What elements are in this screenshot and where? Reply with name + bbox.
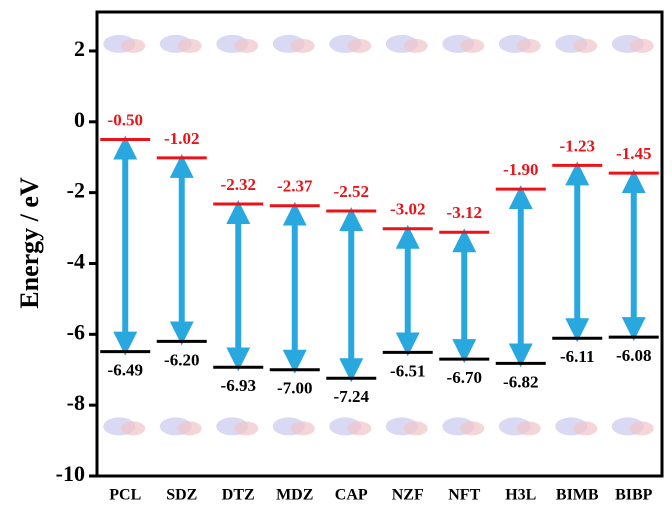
y-tick-label: -2 [67,178,85,203]
orbital-image [629,38,654,53]
orbital-image [177,421,202,436]
homo-label: -7.24 [334,387,370,406]
orbital-image [121,38,146,53]
lumo-label: -3.02 [390,200,425,219]
lumo-label: -1.23 [560,136,595,155]
orbital-image [234,421,259,436]
y-tick-label: -8 [67,390,85,415]
orbital-image [516,38,541,53]
orbital-image [290,421,315,436]
orbital-image [573,38,598,53]
lumo-label: -0.50 [108,110,143,129]
homo-label: -6.51 [390,361,425,380]
y-tick-label: 2 [74,36,85,61]
orbital-image [121,421,146,436]
homo-label: -6.49 [108,361,143,380]
lumo-label: -1.02 [164,129,199,148]
lumo-label: -2.52 [334,182,369,201]
lumo-label: -1.90 [503,160,538,179]
lumo-label: -1.45 [616,144,651,163]
orbital-image [347,38,372,53]
orbital-image [403,421,428,436]
homo-label: -6.93 [221,376,256,395]
orbital-image [347,421,372,436]
orbital-image [516,421,541,436]
x-tick-label: CAP [335,487,368,504]
orbital-image [177,38,202,53]
homo-label: -6.70 [447,368,482,387]
orbital-image [629,421,654,436]
homo-label: -6.20 [164,350,199,369]
x-tick-label: BIMB [556,487,599,504]
x-tick-label: NFT [448,487,480,504]
y-tick-label: -10 [56,461,85,486]
homo-label: -6.82 [503,372,538,391]
orbital-image [403,38,428,53]
y-tick-label: -6 [67,319,85,344]
x-tick-label: BIBP [615,487,653,504]
homo-label: -6.11 [560,347,594,366]
x-tick-label: MDZ [276,487,313,504]
lumo-label: -2.37 [277,177,313,196]
orbital-image [573,421,598,436]
homo-label: -6.08 [616,346,651,365]
x-tick-label: PCL [109,487,141,504]
y-tick-label: -4 [67,249,85,274]
orbital-image [460,421,485,436]
orbital-image [234,38,259,53]
homo-label: -7.00 [277,379,312,398]
lumo-label: -3.12 [447,203,482,222]
y-tick-label: 0 [74,107,85,132]
y-axis-label: Energy / eV [15,177,44,309]
orbital-image [290,38,315,53]
orbital-image [460,38,485,53]
x-tick-label: SDZ [166,487,197,504]
x-tick-label: NZF [392,487,424,504]
lumo-label: -2.32 [221,175,256,194]
x-tick-label: DTZ [222,487,255,504]
plot-frame [95,10,664,478]
x-tick-label: H3L [505,487,536,504]
